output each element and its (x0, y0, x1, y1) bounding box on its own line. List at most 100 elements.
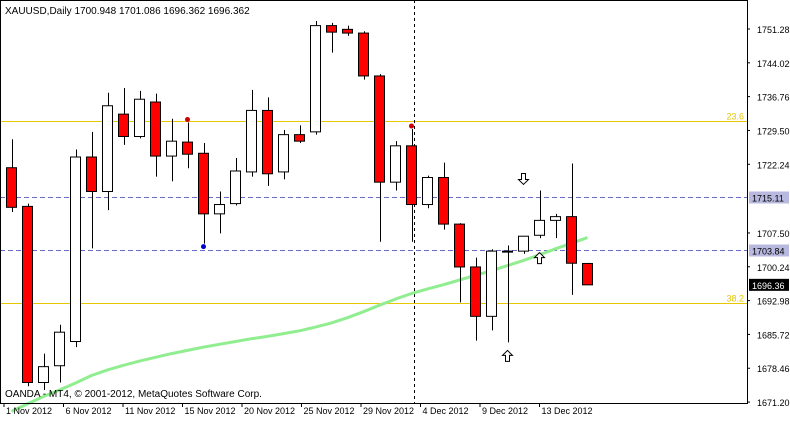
candle-body-bull (278, 134, 289, 173)
candle[interactable] (22, 203, 33, 387)
candle-body-bear (454, 223, 465, 268)
candle[interactable] (70, 149, 81, 348)
current-price-tag-bg (749, 278, 789, 291)
candle-body-bear (358, 32, 369, 77)
candle[interactable] (54, 324, 65, 383)
candle[interactable] (582, 262, 593, 286)
x-tick-label: 29 Nov 2012 (363, 406, 414, 416)
price-tag-1: 1715.11 (752, 194, 784, 204)
candle[interactable] (134, 90, 145, 139)
candle[interactable] (374, 74, 385, 242)
candle-body-bear (470, 266, 481, 317)
candle[interactable] (406, 129, 417, 242)
candle-body-bear (374, 75, 385, 183)
x-tick-label: 1 Nov 2012 (6, 406, 52, 416)
candle-body-bull (422, 177, 433, 206)
candle[interactable] (294, 125, 305, 144)
candle-body-bear (150, 101, 161, 157)
candle[interactable] (198, 143, 209, 244)
candle-body-bear (198, 152, 209, 215)
candle[interactable] (358, 31, 369, 80)
price-tag-2: 1703.84 (752, 247, 785, 257)
arrow-up-icon (501, 349, 514, 362)
price-tag-bg-1 (749, 191, 789, 204)
price-axis: 1751.28 1744.02 1736.76 1729.50 1722.24 1707.… (747, 25, 790, 408)
candle[interactable] (118, 88, 129, 145)
y-tick-label: 1736.76 (757, 93, 790, 103)
candle-body-bull (390, 145, 401, 183)
candle[interactable] (38, 353, 49, 390)
candle-body-bull (230, 170, 241, 205)
candle[interactable] (278, 129, 289, 180)
candle[interactable] (422, 175, 433, 209)
x-tick-label: 4 Dec 2012 (423, 406, 469, 416)
candle-body-bull (550, 216, 561, 221)
candle[interactable] (230, 157, 241, 206)
candle[interactable] (310, 20, 321, 135)
y-tick-label: 1671.20 (757, 398, 790, 408)
candle[interactable] (470, 257, 481, 341)
candle-body-bear (86, 156, 97, 192)
candle[interactable] (6, 139, 17, 212)
candle-body-bull (70, 156, 81, 343)
candle-body-bear (262, 109, 273, 175)
candle[interactable] (342, 25, 353, 36)
current-price-tag: 1696.36 (752, 281, 785, 291)
price-tag-bg-2 (749, 244, 789, 257)
candle[interactable] (534, 190, 545, 239)
candle[interactable] (182, 122, 193, 169)
candle[interactable] (486, 249, 497, 331)
arrow-up-icon (533, 251, 546, 265)
candle-body-bear (406, 145, 417, 206)
candle-body-bear (342, 28, 353, 34)
candle-body-bull (38, 366, 49, 384)
candle[interactable] (454, 223, 465, 303)
candle[interactable] (246, 89, 257, 177)
markers (185, 117, 546, 362)
fib-label-3: 38.2 (726, 294, 744, 304)
x-tick-label: 13 Dec 2012 (542, 406, 593, 416)
candle[interactable] (566, 163, 577, 295)
candle[interactable] (102, 92, 113, 211)
candle-body-bear (118, 113, 129, 138)
candle[interactable] (390, 141, 401, 191)
y-tick-label: 1700.24 (757, 263, 790, 273)
candle-body-bear (6, 167, 17, 208)
y-tick-label: 1678.46 (757, 364, 790, 374)
candle-body-bear (326, 25, 337, 33)
candle[interactable] (86, 131, 97, 249)
arrow-down-icon (517, 172, 530, 186)
time-axis: 1 Nov 2012 6 Nov 2012 11 Nov 2012 15 Nov 20… (3, 403, 593, 416)
candle-body-bull (54, 331, 65, 367)
plot-frame (0, 0, 748, 404)
candles[interactable] (6, 20, 593, 390)
candle-body-bull (486, 250, 497, 317)
candle[interactable] (214, 191, 225, 234)
candle[interactable] (502, 245, 513, 343)
candle-body-bull (502, 250, 513, 253)
candle[interactable] (518, 235, 529, 254)
y-tick-label: 1707.50 (757, 229, 790, 239)
y-tick-label: 1722.24 (757, 160, 790, 170)
candle-body-bull (534, 219, 545, 236)
candle-body-bull (134, 98, 145, 138)
candle[interactable] (326, 22, 337, 53)
candle-body-bear (582, 262, 593, 286)
candle-body-bear (22, 205, 33, 384)
candle[interactable] (166, 118, 177, 182)
y-tick-label: 1744.02 (757, 59, 790, 69)
candle-body-bull (166, 140, 177, 157)
candle[interactable] (550, 213, 561, 239)
candle[interactable] (438, 162, 449, 230)
candle-body-bull (102, 105, 113, 192)
y-tick-label: 1692.98 (757, 297, 790, 307)
candle[interactable] (262, 97, 273, 186)
y-tick-label: 1751.28 (757, 25, 790, 35)
x-tick-label: 11 Nov 2012 (125, 406, 175, 416)
candle-body-bull (310, 25, 321, 133)
y-tick-label: 1729.50 (757, 126, 790, 136)
candle[interactable] (150, 93, 161, 177)
